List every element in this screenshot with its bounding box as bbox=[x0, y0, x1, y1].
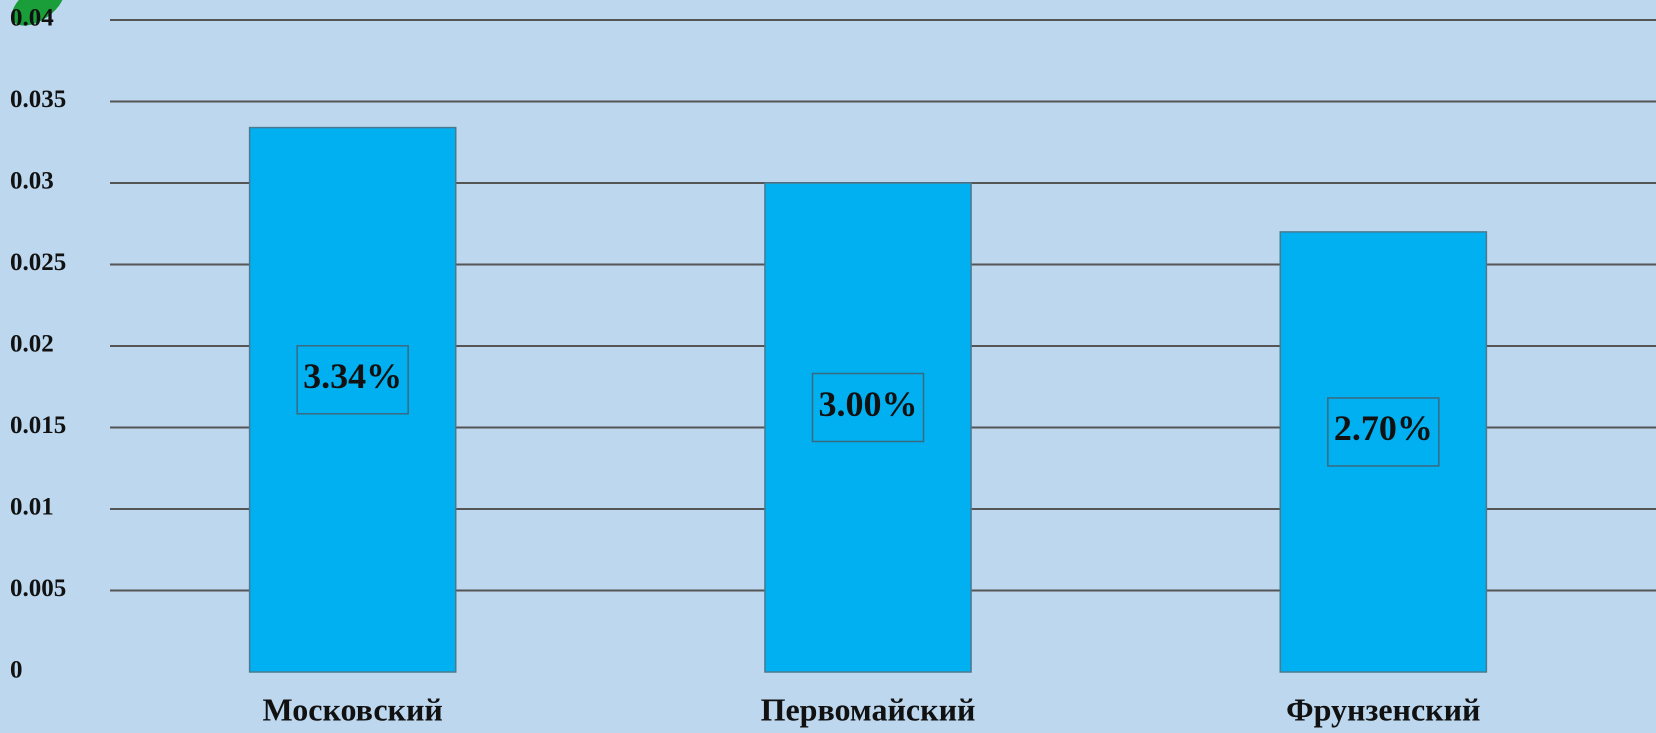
value-label-box bbox=[1327, 397, 1440, 467]
y-tick-label: 0.02 bbox=[10, 331, 54, 358]
bar bbox=[764, 182, 972, 673]
y-tick-label: 0.015 bbox=[10, 412, 66, 439]
x-tick-label: Фрунзенский bbox=[1286, 691, 1480, 727]
y-tick-label: 0.005 bbox=[10, 575, 66, 602]
value-label-box bbox=[811, 372, 925, 443]
x-tick-label: Московский bbox=[262, 691, 442, 727]
value-label: 3.00% bbox=[819, 384, 918, 424]
y-tick-label: 0.03 bbox=[10, 168, 54, 195]
value-label: 2.70% bbox=[1334, 408, 1433, 448]
y-tick-label: 0.035 bbox=[10, 86, 66, 113]
value-label-box bbox=[296, 345, 409, 415]
bar bbox=[248, 126, 457, 673]
decoration bbox=[11, 0, 65, 26]
y-tick-label: 0.04 bbox=[10, 5, 54, 32]
y-tick-label: 0 bbox=[10, 657, 23, 684]
bar bbox=[1279, 231, 1488, 673]
y-tick-label: 0.01 bbox=[10, 494, 54, 521]
y-tick-label: 0.025 bbox=[10, 249, 66, 276]
x-tick-label: Первомайский bbox=[761, 691, 976, 727]
value-label: 3.34% bbox=[303, 356, 402, 396]
